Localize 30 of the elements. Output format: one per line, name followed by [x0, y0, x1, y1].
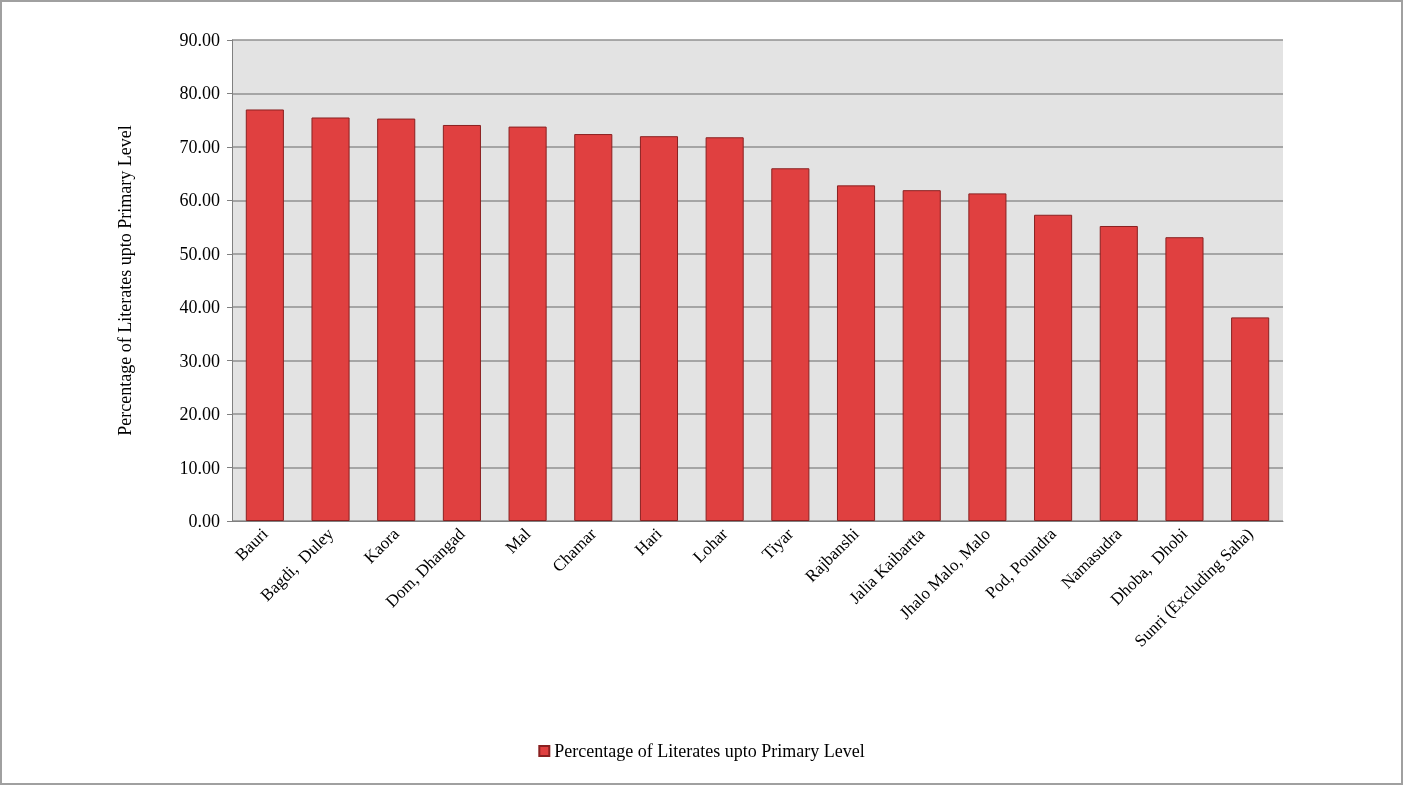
- y-tick-label: 0.00: [188, 511, 220, 531]
- bar: [377, 118, 416, 521]
- bar: [1034, 214, 1073, 521]
- x-tick-label: Mal: [501, 524, 535, 558]
- bar: [902, 190, 941, 521]
- y-tick-label: 20.00: [179, 404, 220, 425]
- bar: [1231, 317, 1270, 521]
- bar: [311, 117, 350, 521]
- bar: [639, 136, 679, 521]
- y-tick-label: 90.00: [179, 30, 220, 50]
- bar: [442, 124, 481, 521]
- bar: [245, 109, 284, 521]
- bar: [705, 137, 744, 521]
- y-tick-label: 40.00: [179, 297, 220, 318]
- legend-label: Percentage of Literates upto Primary Level: [554, 741, 865, 761]
- bar: [968, 193, 1007, 521]
- bar: [836, 185, 876, 521]
- bar: [574, 134, 613, 521]
- y-tick-label: 70.00: [179, 136, 220, 157]
- y-tick-label: 60.00: [179, 190, 220, 211]
- y-tick-label: 50.00: [179, 243, 220, 264]
- y-tick-label: 30.00: [179, 350, 220, 371]
- bar: [771, 168, 810, 521]
- y-axis-title: Percentage of Literates upto Primary Level: [115, 125, 135, 436]
- x-tick-label: Hari: [630, 524, 666, 560]
- y-tick-label: 80.00: [179, 83, 220, 104]
- bar: [508, 126, 547, 521]
- bar: [1099, 225, 1138, 521]
- y-tick-label: 10.00: [179, 457, 220, 478]
- bar: [1165, 237, 1204, 521]
